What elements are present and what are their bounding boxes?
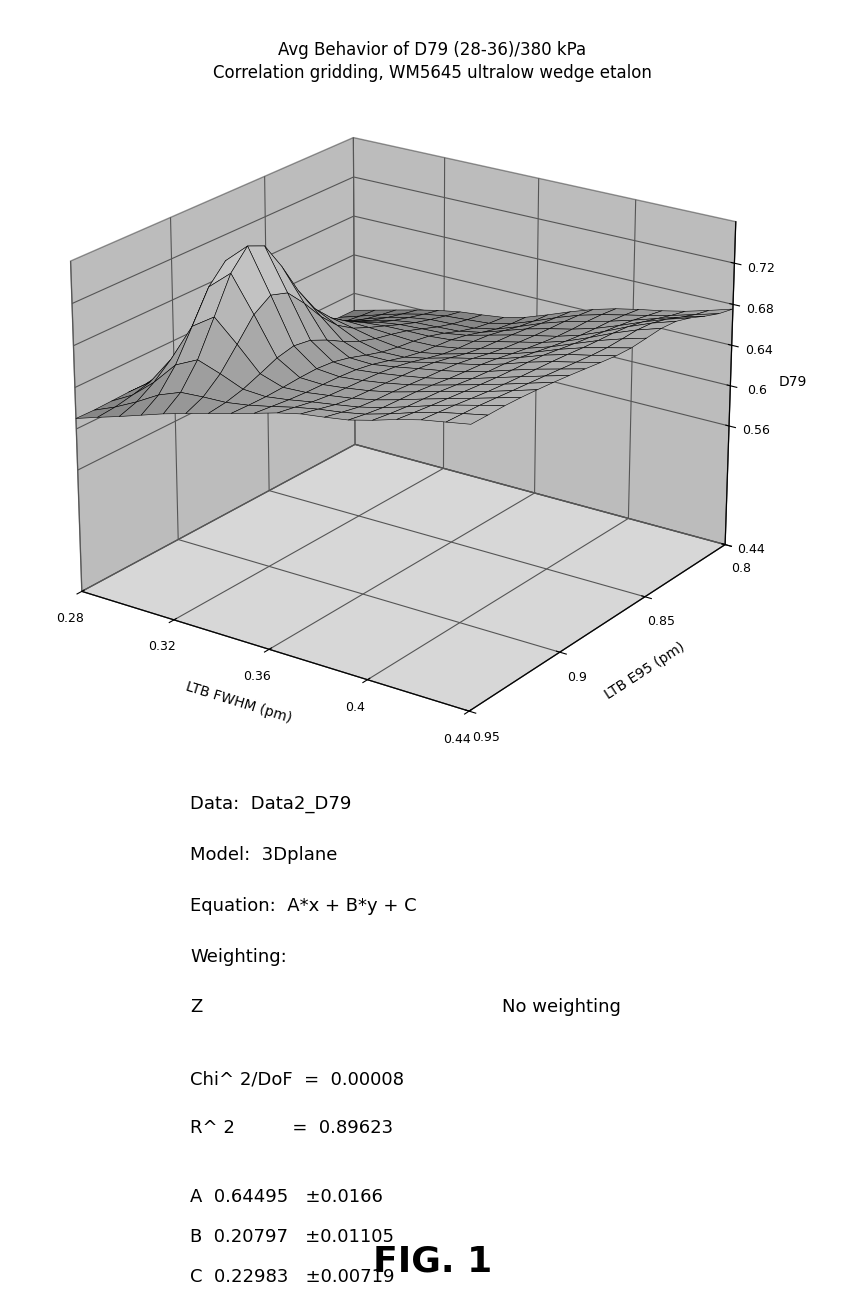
Text: R^ 2          =  0.89623: R^ 2 = 0.89623: [190, 1119, 394, 1136]
Text: C  0.22983   ±0.00719: C 0.22983 ±0.00719: [190, 1268, 394, 1286]
Text: Avg Behavior of D79 (28-36)/380 kPa: Avg Behavior of D79 (28-36)/380 kPa: [279, 40, 586, 59]
Text: FIG. 1: FIG. 1: [373, 1244, 492, 1278]
Text: A  0.64495   ±0.0166: A 0.64495 ±0.0166: [190, 1188, 383, 1207]
Y-axis label: LTB E95 (pm): LTB E95 (pm): [603, 640, 688, 702]
Text: Data:  Data2_D79: Data: Data2_D79: [190, 795, 352, 813]
Text: Model:  3Dplane: Model: 3Dplane: [190, 846, 337, 864]
X-axis label: LTB FWHM (pm): LTB FWHM (pm): [184, 680, 293, 726]
Text: No weighting: No weighting: [502, 998, 620, 1016]
Text: B  0.20797   ±0.01105: B 0.20797 ±0.01105: [190, 1229, 394, 1246]
Text: Chi^ 2/DoF  =  0.00008: Chi^ 2/DoF = 0.00008: [190, 1071, 404, 1088]
Text: Correlation gridding, WM5645 ultralow wedge etalon: Correlation gridding, WM5645 ultralow we…: [213, 64, 652, 82]
Text: Equation:  A*x + B*y + C: Equation: A*x + B*y + C: [190, 896, 417, 915]
Text: Weighting:: Weighting:: [190, 947, 287, 966]
Text: Z: Z: [190, 998, 202, 1016]
